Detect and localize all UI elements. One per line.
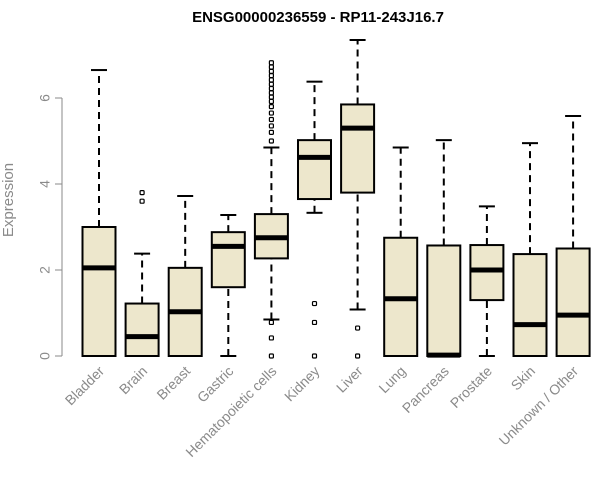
outlier-point xyxy=(268,77,274,83)
outlier-point xyxy=(268,68,274,74)
box-gastric xyxy=(210,213,246,357)
box-hematopoietic-cells xyxy=(253,60,289,359)
y-tick-label: 4 xyxy=(37,180,53,188)
outlier-point xyxy=(268,335,274,341)
outlier-point xyxy=(268,110,274,116)
outlier-point xyxy=(268,319,274,326)
x-tick-label: Prostate xyxy=(447,363,495,411)
y-axis: 0 2 4 6 xyxy=(37,94,63,360)
box-unknown-other xyxy=(555,115,591,357)
box-skin xyxy=(512,142,548,357)
y-tick-label: 2 xyxy=(37,266,53,274)
y-axis-label: Expression xyxy=(0,163,17,237)
outlier-point xyxy=(311,319,318,326)
box-iqr xyxy=(469,244,505,302)
box-pancreas xyxy=(426,139,462,358)
box-iqr xyxy=(426,244,462,358)
x-tick-label: Kidney xyxy=(281,363,323,405)
box-iqr xyxy=(297,139,332,201)
x-tick-label: Bladder xyxy=(62,363,108,409)
outlier-point xyxy=(268,353,274,359)
y-tick-label: 6 xyxy=(37,94,53,102)
x-tick-label: Gastric xyxy=(194,363,237,406)
y-tick-label: 0 xyxy=(37,352,53,360)
box-kidney xyxy=(297,80,332,359)
outlier-point xyxy=(139,190,145,196)
outlier-point xyxy=(311,300,318,307)
box-breast xyxy=(167,195,203,358)
x-tick-label: Brain xyxy=(116,363,150,397)
box-liver xyxy=(340,38,376,359)
outlier-point xyxy=(268,129,274,135)
outlier-point xyxy=(268,60,274,66)
outlier-point xyxy=(268,64,274,70)
box-iqr xyxy=(340,103,376,194)
outlier-point xyxy=(268,90,274,96)
box-prostate xyxy=(469,205,505,357)
box-lung xyxy=(383,146,419,357)
box-iqr xyxy=(210,231,246,289)
x-tick-label: Unknown / Other xyxy=(496,363,582,449)
box-bladder xyxy=(81,69,117,357)
x-tick-label: Liver xyxy=(333,363,366,396)
box-iqr xyxy=(124,302,160,358)
outlier-point xyxy=(268,98,274,105)
outlier-point xyxy=(268,73,274,79)
box-iqr xyxy=(555,247,591,357)
outlier-point xyxy=(311,353,318,359)
boxes-group xyxy=(81,38,591,359)
outlier-point xyxy=(268,138,274,144)
outlier-point xyxy=(355,325,361,331)
outlier-point xyxy=(268,94,274,100)
x-tick-label: Pancreas xyxy=(399,363,452,416)
box-iqr xyxy=(81,226,117,357)
x-tick-label: Breast xyxy=(153,363,193,403)
outlier-point xyxy=(268,123,274,129)
outlier-point xyxy=(268,81,274,87)
x-tick-label: Lung xyxy=(375,363,408,396)
outlier-point xyxy=(268,103,274,110)
box-brain xyxy=(124,190,160,358)
outlier-point xyxy=(139,198,145,204)
chart-title: ENSG00000236559 - RP11-243J16.7 xyxy=(192,9,444,26)
box-iqr xyxy=(512,253,548,357)
outlier-point xyxy=(355,353,361,359)
outlier-point xyxy=(268,85,274,92)
outlier-point xyxy=(268,116,274,123)
x-tick-label: Skin xyxy=(508,363,539,394)
